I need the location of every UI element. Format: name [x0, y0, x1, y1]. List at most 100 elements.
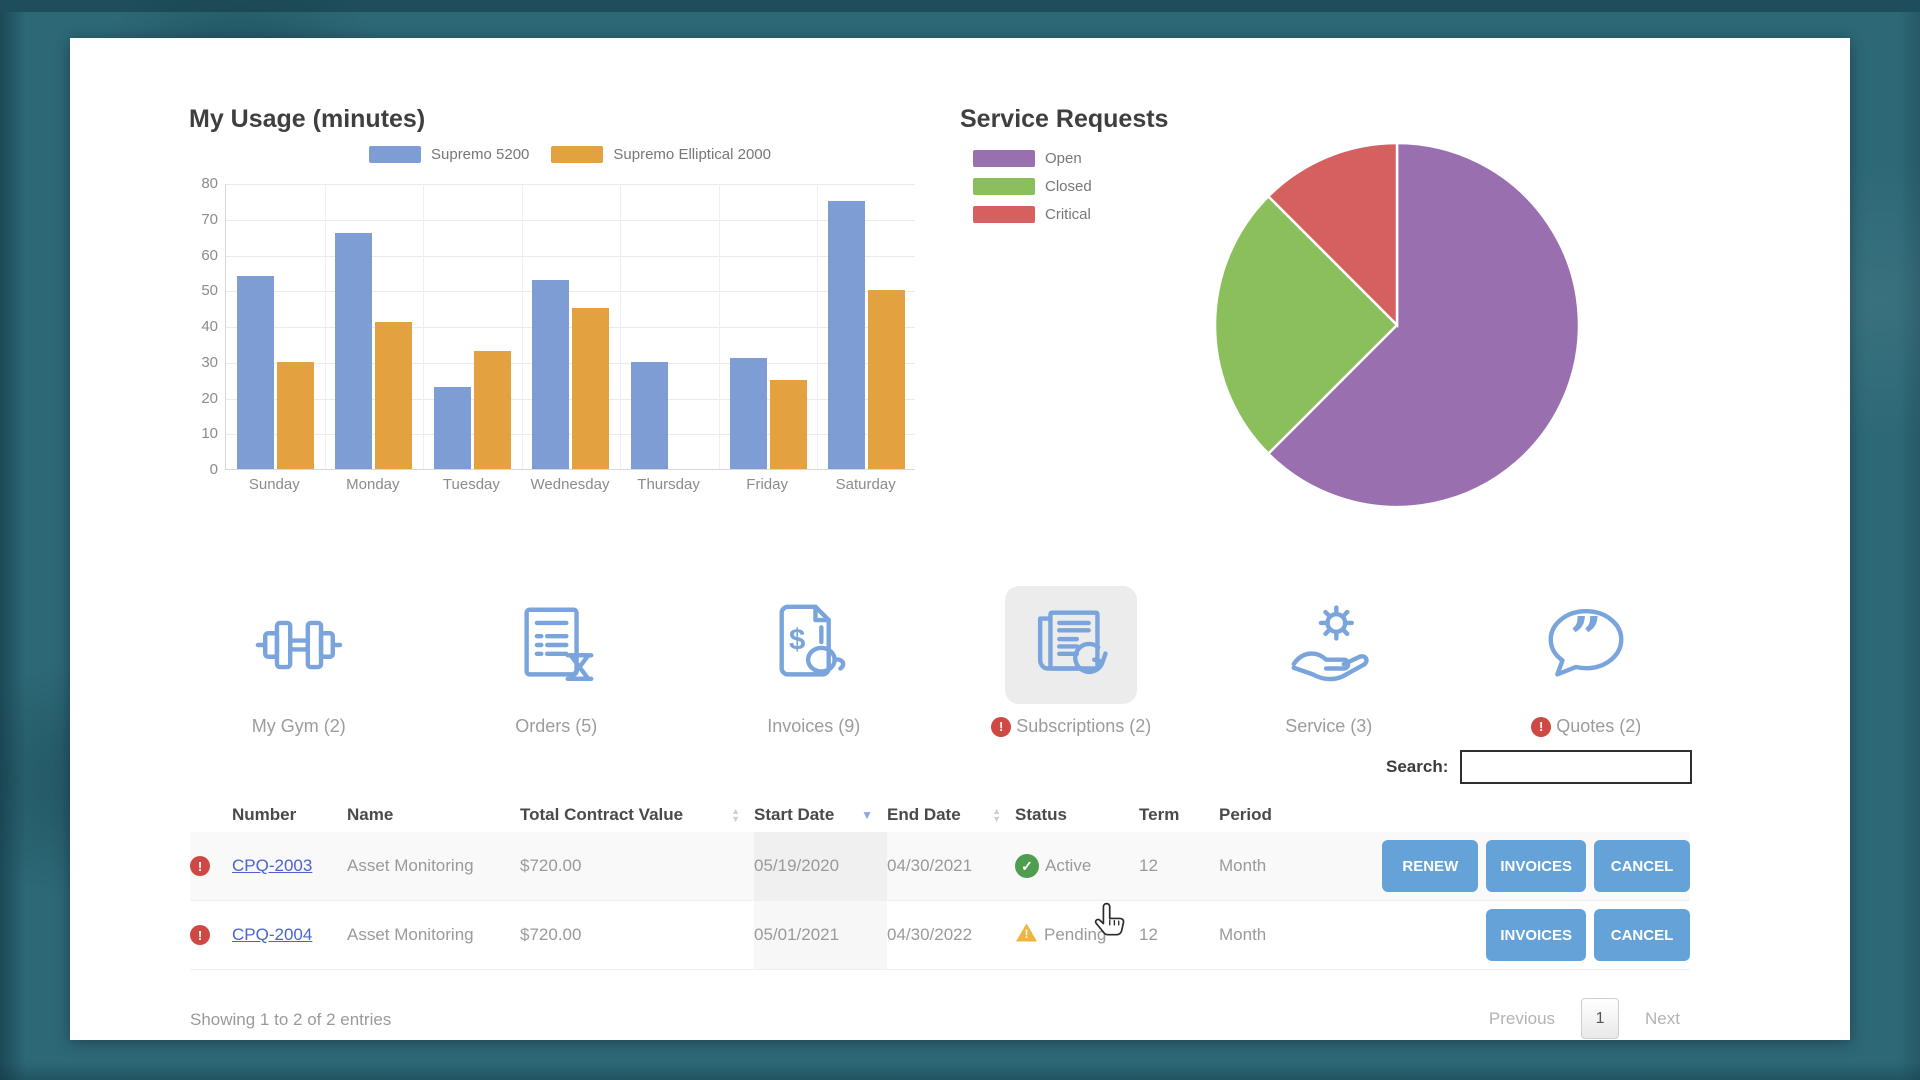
row-status-cell: ✓ Active	[1015, 854, 1139, 878]
hand-cursor-icon	[1094, 902, 1125, 936]
legend-item-0: Supremo 5200	[369, 146, 529, 163]
tab-my-gym-2[interactable]: My Gym (2)	[170, 586, 428, 737]
order-history-icon	[524, 607, 594, 681]
tab-invoices-9[interactable]: $ Invoices (9)	[685, 586, 943, 737]
renew-button[interactable]: RENEW	[1382, 840, 1479, 892]
header-term: Term	[1139, 805, 1219, 825]
tab-label: Orders (5)	[515, 716, 597, 737]
column-header-label: Term	[1139, 805, 1180, 824]
dashboard-card: My Usage (minutes) Supremo 5200 Supremo E…	[70, 38, 1850, 1040]
legend-item-1: Supremo Elliptical 2000	[551, 146, 771, 163]
header-total-contract-value[interactable]: Total Contract Value ▲ ▼	[520, 805, 754, 825]
pie-legend-item-critical: Critical	[973, 206, 1092, 223]
header-end-date[interactable]: End Date ▲ ▼	[887, 805, 1015, 825]
v-gridline	[620, 184, 622, 469]
cell-value: 04/30/2022	[887, 925, 973, 944]
subscription-link[interactable]: CPQ-2004	[232, 925, 313, 944]
sort-arrows-icon[interactable]: ▲ ▼	[731, 806, 740, 824]
legend-label: Closed	[1045, 178, 1092, 195]
row-actions-cell: INVOICES CANCEL	[1319, 909, 1690, 961]
table-search: Search:	[1386, 750, 1693, 784]
x-axis-label: Monday	[346, 476, 400, 493]
pie-slice-critical	[1266, 141, 1399, 329]
bar-group-monday	[325, 184, 424, 469]
legend-swatch-icon	[973, 178, 1035, 195]
tab-subscriptions-2[interactable]: ! Subscriptions (2)	[943, 586, 1201, 737]
row-end-date-cell: 04/30/2021	[887, 856, 1015, 876]
tab-label: ! Quotes (2)	[1531, 716, 1641, 737]
status-label: Active	[1045, 856, 1092, 875]
pie-slice-closed	[1213, 194, 1399, 456]
v-gridline	[718, 184, 720, 469]
cell-value: 12	[1139, 925, 1158, 944]
next-page-button[interactable]: Next	[1645, 1008, 1680, 1028]
column-header-label: Start Date	[754, 805, 835, 824]
tab-label-text: My Gym (2)	[251, 716, 346, 736]
bar-group-sunday	[226, 184, 325, 469]
bar-supremo-5200	[532, 279, 570, 469]
tab-label-text: Quotes (2)	[1556, 716, 1642, 736]
row-start-date-cell: 05/19/2020	[754, 832, 887, 900]
tab-iconbox	[1263, 586, 1395, 704]
pie-legend-item-closed: Closed	[973, 178, 1092, 195]
legend-swatch-icon	[973, 206, 1035, 223]
header-start-date[interactable]: Start Date ▼	[754, 798, 887, 832]
y-axis-tick: 60	[201, 246, 218, 264]
previous-page-button[interactable]: Previous	[1488, 1008, 1556, 1028]
row-alert-cell: !	[190, 856, 232, 877]
module-tabs: My Gym (2) Orders (5) $ Invoices (9) ! Su…	[170, 586, 1715, 737]
bar-group-tuesday	[423, 184, 522, 469]
tab-orders-5[interactable]: Orders (5)	[428, 586, 686, 737]
column-header-label: End Date	[887, 805, 961, 824]
y-axis-tick: 40	[201, 318, 218, 335]
x-axis-label: Saturday	[835, 476, 896, 493]
column-header-label: Period	[1219, 805, 1272, 824]
svg-text:”: ”	[1570, 606, 1602, 671]
tab-label: ! Subscriptions (2)	[991, 716, 1151, 737]
y-axis-tick: 70	[201, 210, 218, 228]
invoices-button[interactable]: INVOICES	[1486, 840, 1586, 892]
invoices-button[interactable]: INVOICES	[1486, 909, 1586, 961]
x-axis-label: Friday	[746, 476, 788, 493]
tab-quotes-2[interactable]: ” ! Quotes (2)	[1458, 586, 1716, 737]
cell-value: Asset Monitoring	[347, 925, 474, 944]
bar-supremo-elliptical-2000	[473, 351, 511, 469]
bar-supremo-elliptical-2000	[375, 322, 413, 469]
tab-iconbox	[233, 586, 365, 704]
tab-label-text: Invoices (9)	[767, 716, 861, 736]
bar-supremo-5200	[335, 233, 373, 469]
bar-supremo-5200	[236, 275, 274, 469]
tab-service-3[interactable]: Service (3)	[1200, 586, 1458, 737]
usage-chart-x-axis: Sunday Monday Tuesday Wednesday Thursday Frid…	[225, 476, 915, 496]
search-input[interactable]	[1460, 750, 1693, 784]
bar-supremo-elliptical-2000	[769, 379, 807, 469]
legend-swatch-icon	[551, 146, 604, 163]
column-header-label: Total Contract Value	[520, 805, 684, 824]
row-alert-cell: !	[190, 925, 232, 946]
legend-label: Open	[1045, 150, 1082, 167]
cell-value: Month	[1219, 925, 1267, 944]
legend-label: Supremo 5200	[431, 146, 530, 163]
status-label: Pending	[1044, 925, 1107, 944]
sort-arrows-icon[interactable]: ▲ ▼	[992, 806, 1001, 824]
tab-label-text: Service (3)	[1285, 716, 1373, 736]
row-actions-cell: RENEW INVOICES CANCEL	[1319, 840, 1690, 892]
tab-label-text: Subscriptions (2)	[1016, 716, 1152, 736]
y-axis-tick: 20	[201, 389, 218, 407]
y-axis-tick: 30	[201, 353, 218, 371]
row-end-date-cell: 04/30/2022	[887, 925, 1015, 945]
service-requests-legend: Open Closed Critical	[973, 150, 1092, 234]
subscription-link[interactable]: CPQ-2003	[232, 856, 313, 875]
sort-desc-arrow-icon[interactable]: ▼	[861, 808, 873, 822]
tab-iconbox	[490, 586, 622, 704]
pie-legend-item-open: Open	[973, 150, 1092, 167]
row-start-date-cell: 05/01/2021	[754, 901, 887, 969]
legend-swatch-icon	[973, 150, 1035, 167]
v-gridline	[817, 184, 819, 469]
cell-value: Month	[1219, 856, 1267, 875]
cancel-button[interactable]: CANCEL	[1594, 840, 1690, 892]
tab-iconbox	[1005, 586, 1138, 704]
page-1-button[interactable]: 1	[1581, 998, 1620, 1039]
cancel-button[interactable]: CANCEL	[1594, 909, 1690, 961]
service-hand-gear-icon	[1291, 605, 1369, 682]
